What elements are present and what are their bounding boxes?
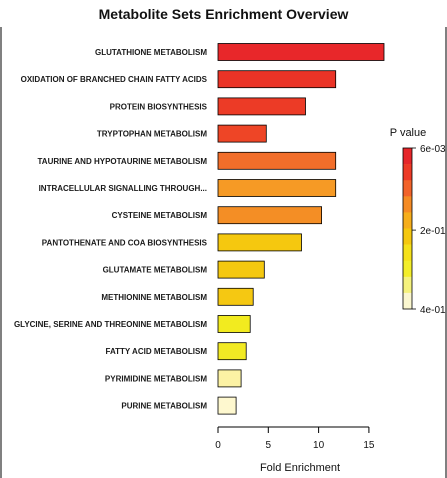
category-label: INTRACELLULAR SIGNALLING THROUGH... [39, 184, 207, 193]
x-tick-label: 0 [215, 440, 221, 451]
x-tick-label: 10 [313, 440, 325, 451]
category-label: METHIONINE METABOLISM [101, 293, 207, 302]
bar [217, 151, 337, 170]
category-label: GLUTATHIONE METABOLISM [95, 48, 207, 57]
x-tick-label: 15 [363, 440, 375, 451]
category-label: OXIDATION OF BRANCHED CHAIN FATTY ACIDS [21, 75, 208, 84]
bar [217, 396, 237, 415]
legend-tick-label: 6e-03 [420, 144, 446, 155]
category-label: CYSTEINE METABOLISM [112, 211, 208, 220]
x-axis-label: Fold Enrichment [260, 462, 340, 474]
legend-color-segment [403, 180, 412, 197]
x-axis: 0 5 10 15 [215, 426, 375, 451]
bar [217, 260, 265, 279]
bar [217, 97, 306, 116]
legend-color-segment [403, 196, 412, 213]
legend: 6e-03 2e-01 4e-01 [402, 144, 446, 316]
legend-color-segment [403, 276, 412, 294]
category-label: GLUTAMATE METABOLISM [103, 266, 208, 275]
legend-color-segment [403, 148, 412, 165]
legend-tick-label: 2e-01 [420, 226, 446, 237]
legend-color-segment [403, 260, 412, 278]
legend-color-segment [403, 244, 412, 261]
bar [217, 206, 322, 225]
legend-color-segment [403, 164, 412, 181]
category-label: PROTEIN BIOSYNTHESIS [110, 102, 208, 111]
legend-colorbar-border [402, 147, 413, 310]
legend-tick-label: 4e-01 [420, 305, 446, 316]
category-label: GLYCINE, SERINE AND THREONINE METABOLISM [14, 320, 207, 329]
x-tick-label: 5 [266, 440, 272, 451]
bar [217, 124, 267, 143]
category-label: TRYPTOPHAN METABOLISM [97, 130, 207, 139]
bar [217, 43, 385, 61]
chart-title: Metabolite Sets Enrichment Overview [98, 6, 349, 22]
bar [217, 342, 247, 361]
legend-color-segment [403, 212, 412, 229]
bar [217, 233, 302, 252]
category-label: PURINE METABOLISM [121, 402, 207, 411]
legend-color-segment [403, 292, 412, 310]
category-label: PANTOTHENATE AND COA BIOSYNTHESIS [42, 238, 208, 247]
category-label: TAURINE AND HYPOTAURINE METABOLISM [38, 157, 208, 166]
category-label: FATTY ACID METABOLISM [106, 347, 208, 356]
legend-color-segment [403, 228, 412, 245]
bar [217, 287, 254, 306]
bar [217, 369, 242, 388]
legend-title: P value [390, 127, 427, 139]
bar [217, 315, 251, 333]
bar [217, 179, 337, 197]
bar [217, 70, 337, 89]
category-label: PYRIMIDINE METABOLISM [105, 374, 207, 383]
bars-layer: GLUTATHIONE METABOLISM OXIDATION OF BRANC… [14, 43, 385, 415]
